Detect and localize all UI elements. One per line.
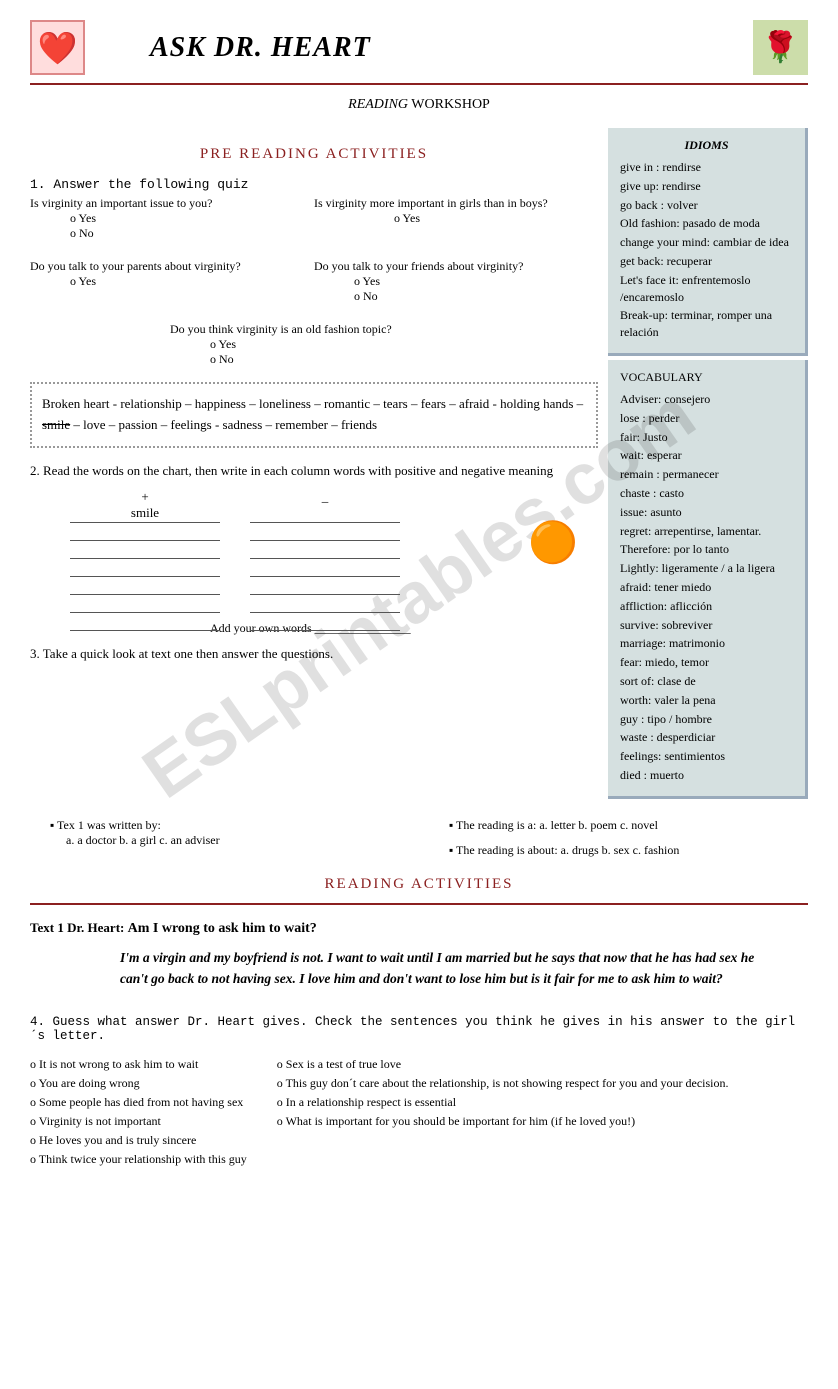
flower-icon: 🌹: [753, 20, 808, 75]
list-item: fair: Justo: [620, 429, 793, 446]
list-item: change your mind: cambiar de idea: [620, 234, 793, 251]
character-icon: 🟠: [528, 519, 578, 566]
list-item: Sex is a test of true love: [277, 1055, 729, 1074]
question-4: 4. Guess what answer Dr. Heart gives. Ch…: [30, 1015, 808, 1043]
list-item: lose : perder: [620, 410, 793, 427]
list-item: feelings: sentimientos: [620, 748, 793, 765]
list-item: issue: asunto: [620, 504, 793, 521]
list-item: In a relationship respect is essential: [277, 1093, 729, 1112]
list-item: He loves you and is truly sincere: [30, 1131, 247, 1150]
list-item: get back: recuperar: [620, 253, 793, 270]
list-item: afraid: tener miedo: [620, 579, 793, 596]
list-item: Break-up: terminar, romper una relación: [620, 307, 793, 341]
list-item: waste : desperdiciar: [620, 729, 793, 746]
list-item: This guy don´t care about the relationsh…: [277, 1074, 729, 1093]
list-item: Virginity is not important: [30, 1112, 247, 1131]
list-item: guy : tipo / hombre: [620, 711, 793, 728]
workshop-subtitle: READING WORKSHOP: [30, 97, 808, 113]
list-item: survive: sobreviver: [620, 617, 793, 634]
list-item: give in : rendirse: [620, 159, 793, 176]
answer-list-left: It is not wrong to ask him to waitYou ar…: [30, 1055, 247, 1169]
list-item: Let's face it: enfrentemoslo /encaremosl…: [620, 272, 793, 306]
list-item: died : muerto: [620, 767, 793, 784]
divider: [30, 903, 808, 905]
list-item: Old fashion: pasado de moda: [620, 215, 793, 232]
list-item: go back : volver: [620, 197, 793, 214]
quiz-item: Do you talk to your friends about virgin…: [314, 259, 598, 304]
list-item: fear: miedo, temor: [620, 654, 793, 671]
text1-body: I'm a virgin and my boyfriend is not. I …: [30, 947, 808, 990]
idioms-box: IDIOMS give in : rendirsegive up: rendir…: [608, 128, 808, 356]
section-reading: READING ACTIVITIES: [30, 876, 808, 893]
quiz-item: Do you talk to your parents about virgin…: [30, 259, 314, 304]
question-1: 1. Answer the following quiz: [30, 177, 598, 192]
list-item: Therefore: por lo tanto: [620, 541, 793, 558]
question-2: 2. Read the words on the chart, then wri…: [30, 463, 598, 479]
quiz-item: Is virginity an important issue to you? …: [30, 196, 314, 241]
list-item: Think twice your relationship with this …: [30, 1150, 247, 1169]
quiz-item: Do you think virginity is an old fashion…: [30, 322, 598, 367]
list-item: What is important for you should be impo…: [277, 1112, 729, 1131]
list-item: regret: arrepentirse, lamentar.: [620, 523, 793, 540]
positive-negative-table: + smile _ 🟠: [70, 489, 598, 631]
quiz-item: Is virginity more important in girls tha…: [314, 196, 598, 241]
text1-header: Text 1 Dr. Heart: Am I wrong to ask him …: [30, 920, 808, 937]
list-item: marriage: matrimonio: [620, 635, 793, 652]
q3-left: ▪ Tex 1 was written by: a. a doctor b. a…: [30, 818, 409, 858]
list-item: Lightly: ligeramente / a la ligera: [620, 560, 793, 577]
list-item: remain : permanecer: [620, 466, 793, 483]
list-item: Adviser: consejero: [620, 391, 793, 408]
list-item: sort of: clase de: [620, 673, 793, 690]
list-item: affliction: aflicción: [620, 598, 793, 615]
list-item: Some people has died from not having sex: [30, 1093, 247, 1112]
list-item: give up: rendirse: [620, 178, 793, 195]
vocabulary-box: VOCABULARY Adviser: consejerolose : perd…: [608, 360, 808, 799]
section-pre-reading: PRE READING ACTIVITIES: [30, 146, 598, 163]
list-item: chaste : casto: [620, 485, 793, 502]
page-title: ASK DR. HEART: [150, 32, 371, 64]
list-item: It is not wrong to ask him to wait: [30, 1055, 247, 1074]
header: ❤️ ASK DR. HEART 🌹: [30, 20, 808, 85]
list-item: wait: esperar: [620, 447, 793, 464]
list-item: You are doing wrong: [30, 1074, 247, 1093]
list-item: worth: valer la pena: [620, 692, 793, 709]
answer-list-right: Sex is a test of true loveThis guy don´t…: [277, 1055, 729, 1169]
question-3: 3. Take a quick look at text one then an…: [30, 646, 598, 662]
heart-icon: ❤️: [30, 20, 85, 75]
word-bank: Broken heart - relationship – happiness …: [30, 382, 598, 448]
q3-right: ▪ The reading is a: a. letter b. poem c.…: [429, 818, 808, 858]
